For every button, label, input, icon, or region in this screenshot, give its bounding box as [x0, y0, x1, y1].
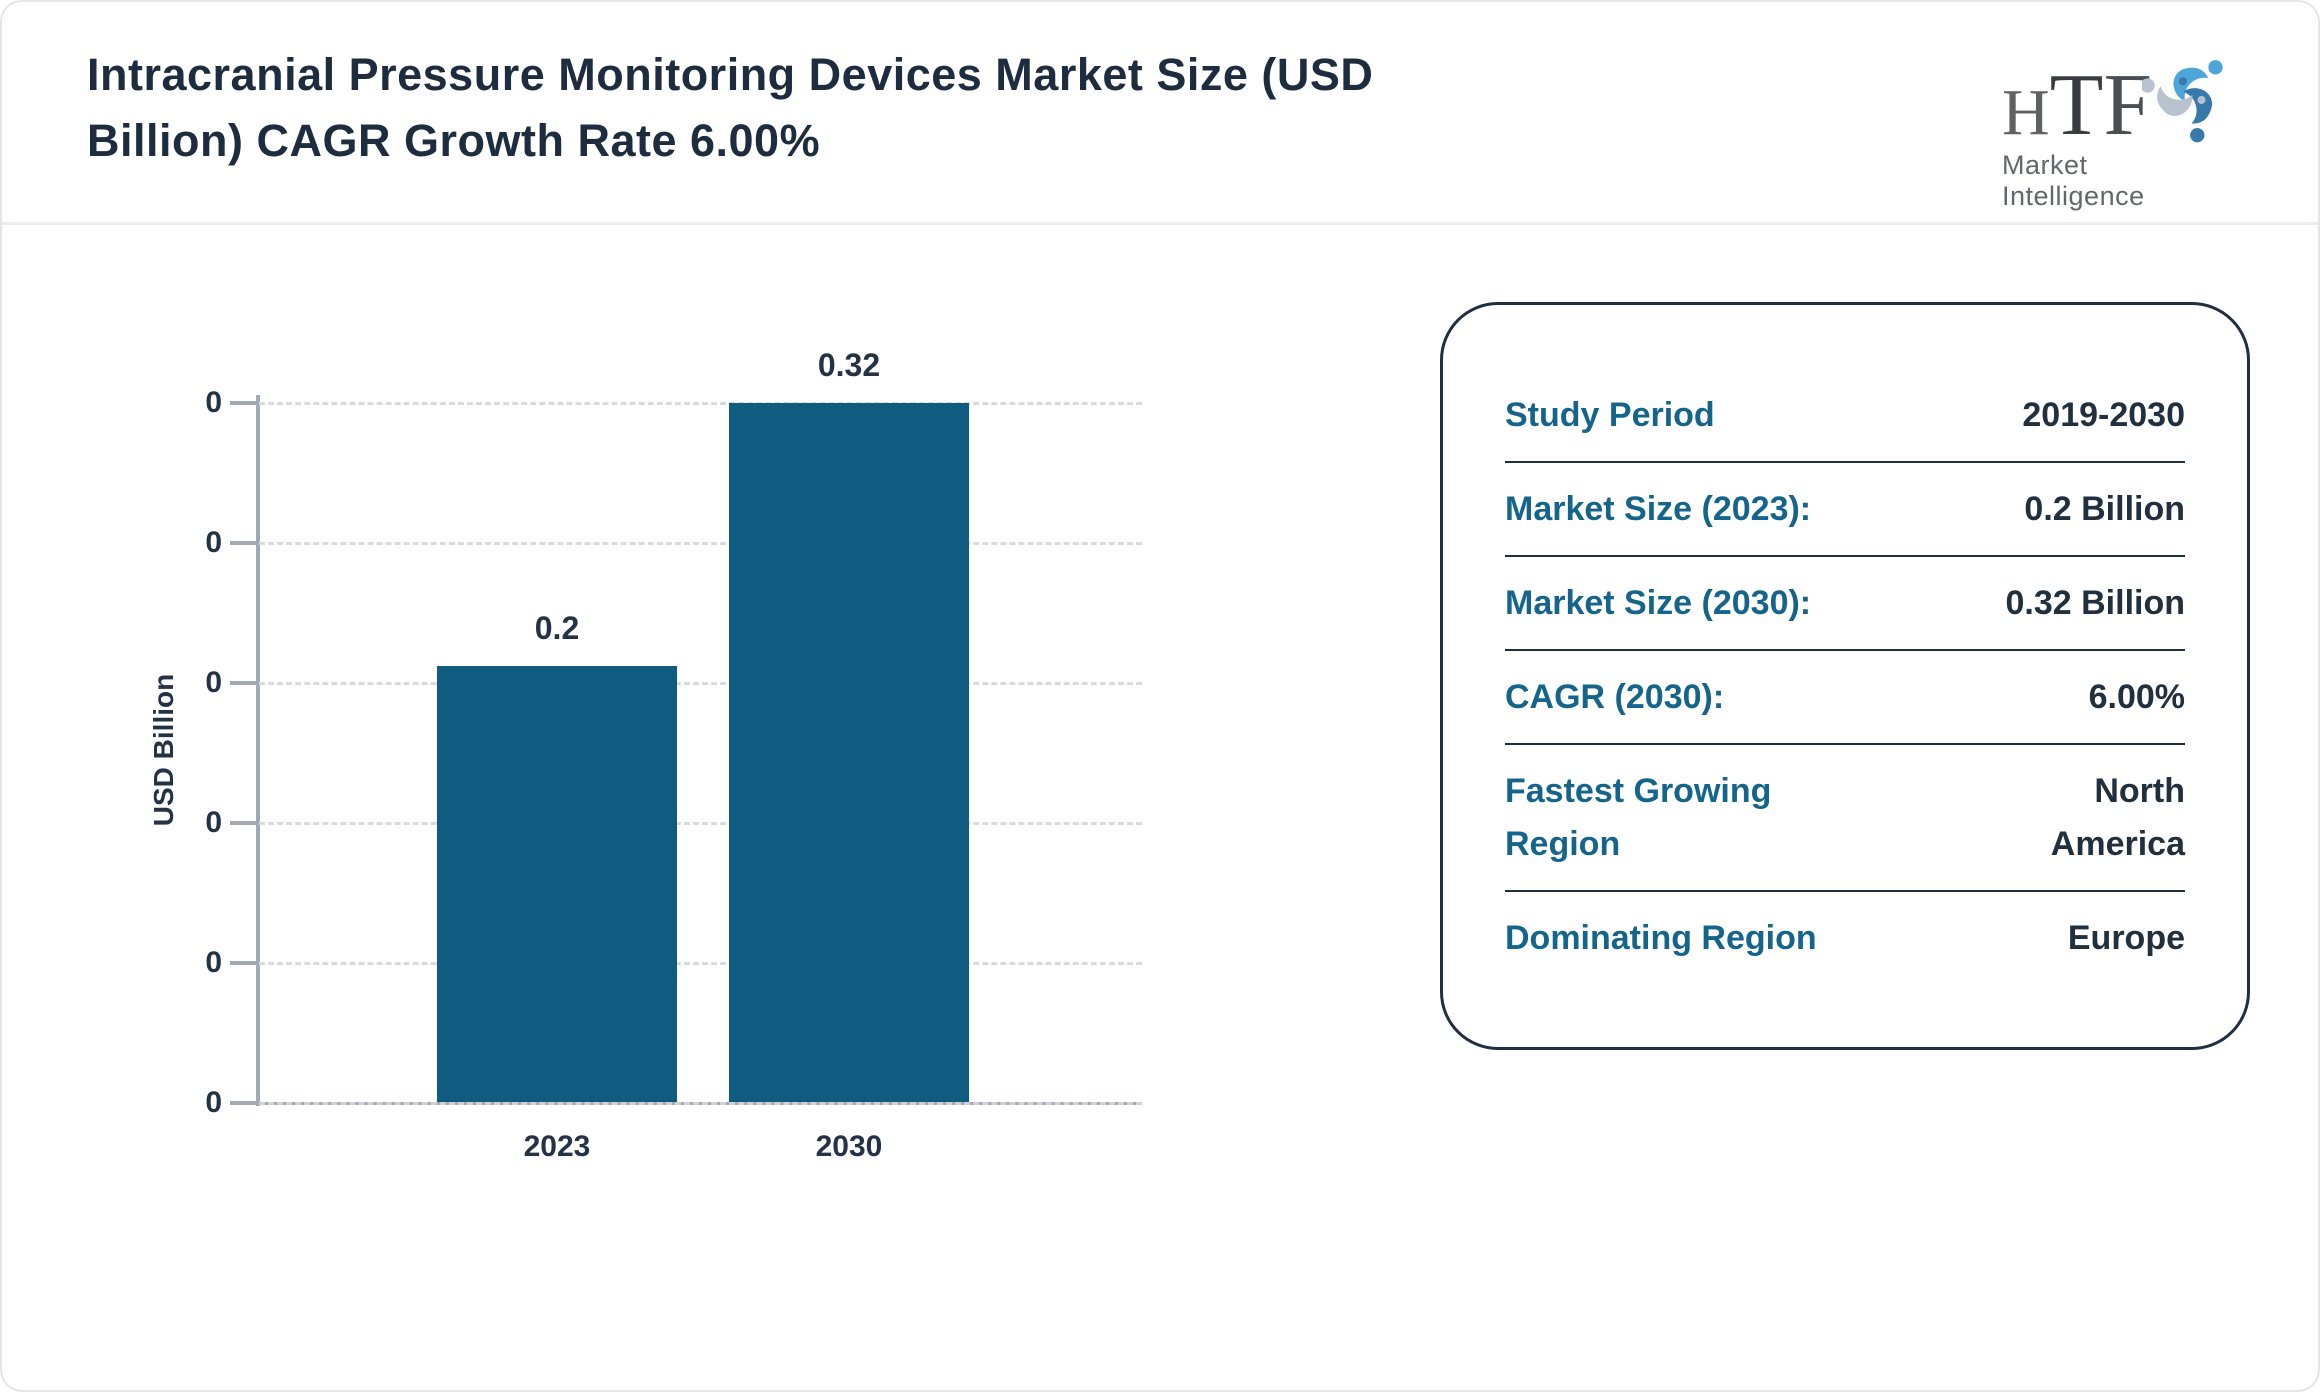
baseline-dashes: [259, 1102, 1142, 1105]
y-axis-tick: [230, 401, 259, 405]
gridline: [259, 682, 1142, 685]
info-row-value: Europe: [2067, 918, 2185, 957]
info-row-value: 0.32 Billion: [2005, 583, 2186, 622]
info-row-label: Fastest Growing Region: [1505, 771, 1772, 863]
y-tick-label: 0: [205, 806, 222, 839]
gridline: [259, 402, 1142, 405]
info-row-label: Study Period: [1505, 395, 1715, 434]
info-row-value: North America: [2050, 771, 2185, 863]
info-row-value: 2019-2030: [2022, 395, 2185, 434]
info-row-value: 6.00%: [2088, 677, 2185, 716]
info-row-cagr-2030: CAGR (2030): 6.00%: [1505, 651, 2185, 745]
logo-letter-t: T: [2049, 57, 2104, 154]
page-title: Intracranial Pressure Monitoring Devices…: [87, 49, 1374, 166]
y-tick-label: 0: [205, 946, 222, 979]
gridline: [259, 542, 1142, 545]
info-row-study-period: Study Period 2019-2030: [1505, 369, 2185, 463]
x-tick-label: 2030: [815, 1130, 883, 1163]
logo-letter-f: F: [2103, 57, 2153, 154]
y-axis-tick: [230, 541, 259, 545]
gridline: [259, 962, 1142, 965]
info-row-market-size-2023: Market Size (2023): 0.2 Billion: [1505, 463, 2185, 557]
info-row-label: Dominating Region: [1505, 918, 1817, 957]
info-row-label: CAGR (2030):: [1505, 677, 1725, 716]
gridline: [259, 822, 1142, 825]
bar-value-label: 0.32: [817, 347, 881, 383]
y-tick-label: 0: [205, 526, 222, 559]
header: Intracranial Pressure Monitoring Devices…: [2, 2, 2318, 225]
info-row-market-size-2030: Market Size (2030): 0.32 Billion: [1505, 557, 2185, 651]
logo-subtitle: Market Intelligence: [2002, 150, 2145, 211]
bar-value-label: 0.2: [534, 610, 580, 646]
market-summary-panel: Study Period 2019-2030 Market Size (2023…: [1440, 302, 2250, 1050]
y-axis-tick: [230, 821, 259, 825]
info-row-label: Market Size (2023):: [1505, 489, 1812, 528]
y-axis-tick: [230, 961, 259, 965]
info-row-dominating-region: Dominating Region Europe: [1505, 892, 2185, 984]
logo-letter-h: H: [2002, 76, 2050, 149]
bar-2030: [729, 403, 969, 1105]
three-figures-swirl-icon: [2142, 60, 2224, 143]
y-tick-label: 0: [205, 1086, 222, 1119]
y-tick-label: 0: [205, 666, 222, 699]
y-axis-tick: [230, 1101, 259, 1105]
y-axis-tick: [230, 681, 259, 685]
x-tick-label: 2023: [523, 1130, 591, 1163]
bar-2023: [437, 666, 677, 1105]
info-row-fastest-growing-region: Fastest Growing Region North America: [1505, 745, 2185, 892]
info-row-value: 0.2 Billion: [2024, 489, 2185, 528]
y-axis-line: [256, 395, 260, 1106]
y-tick-label: 0: [205, 386, 222, 419]
info-row-label: Market Size (2030):: [1505, 583, 1812, 622]
